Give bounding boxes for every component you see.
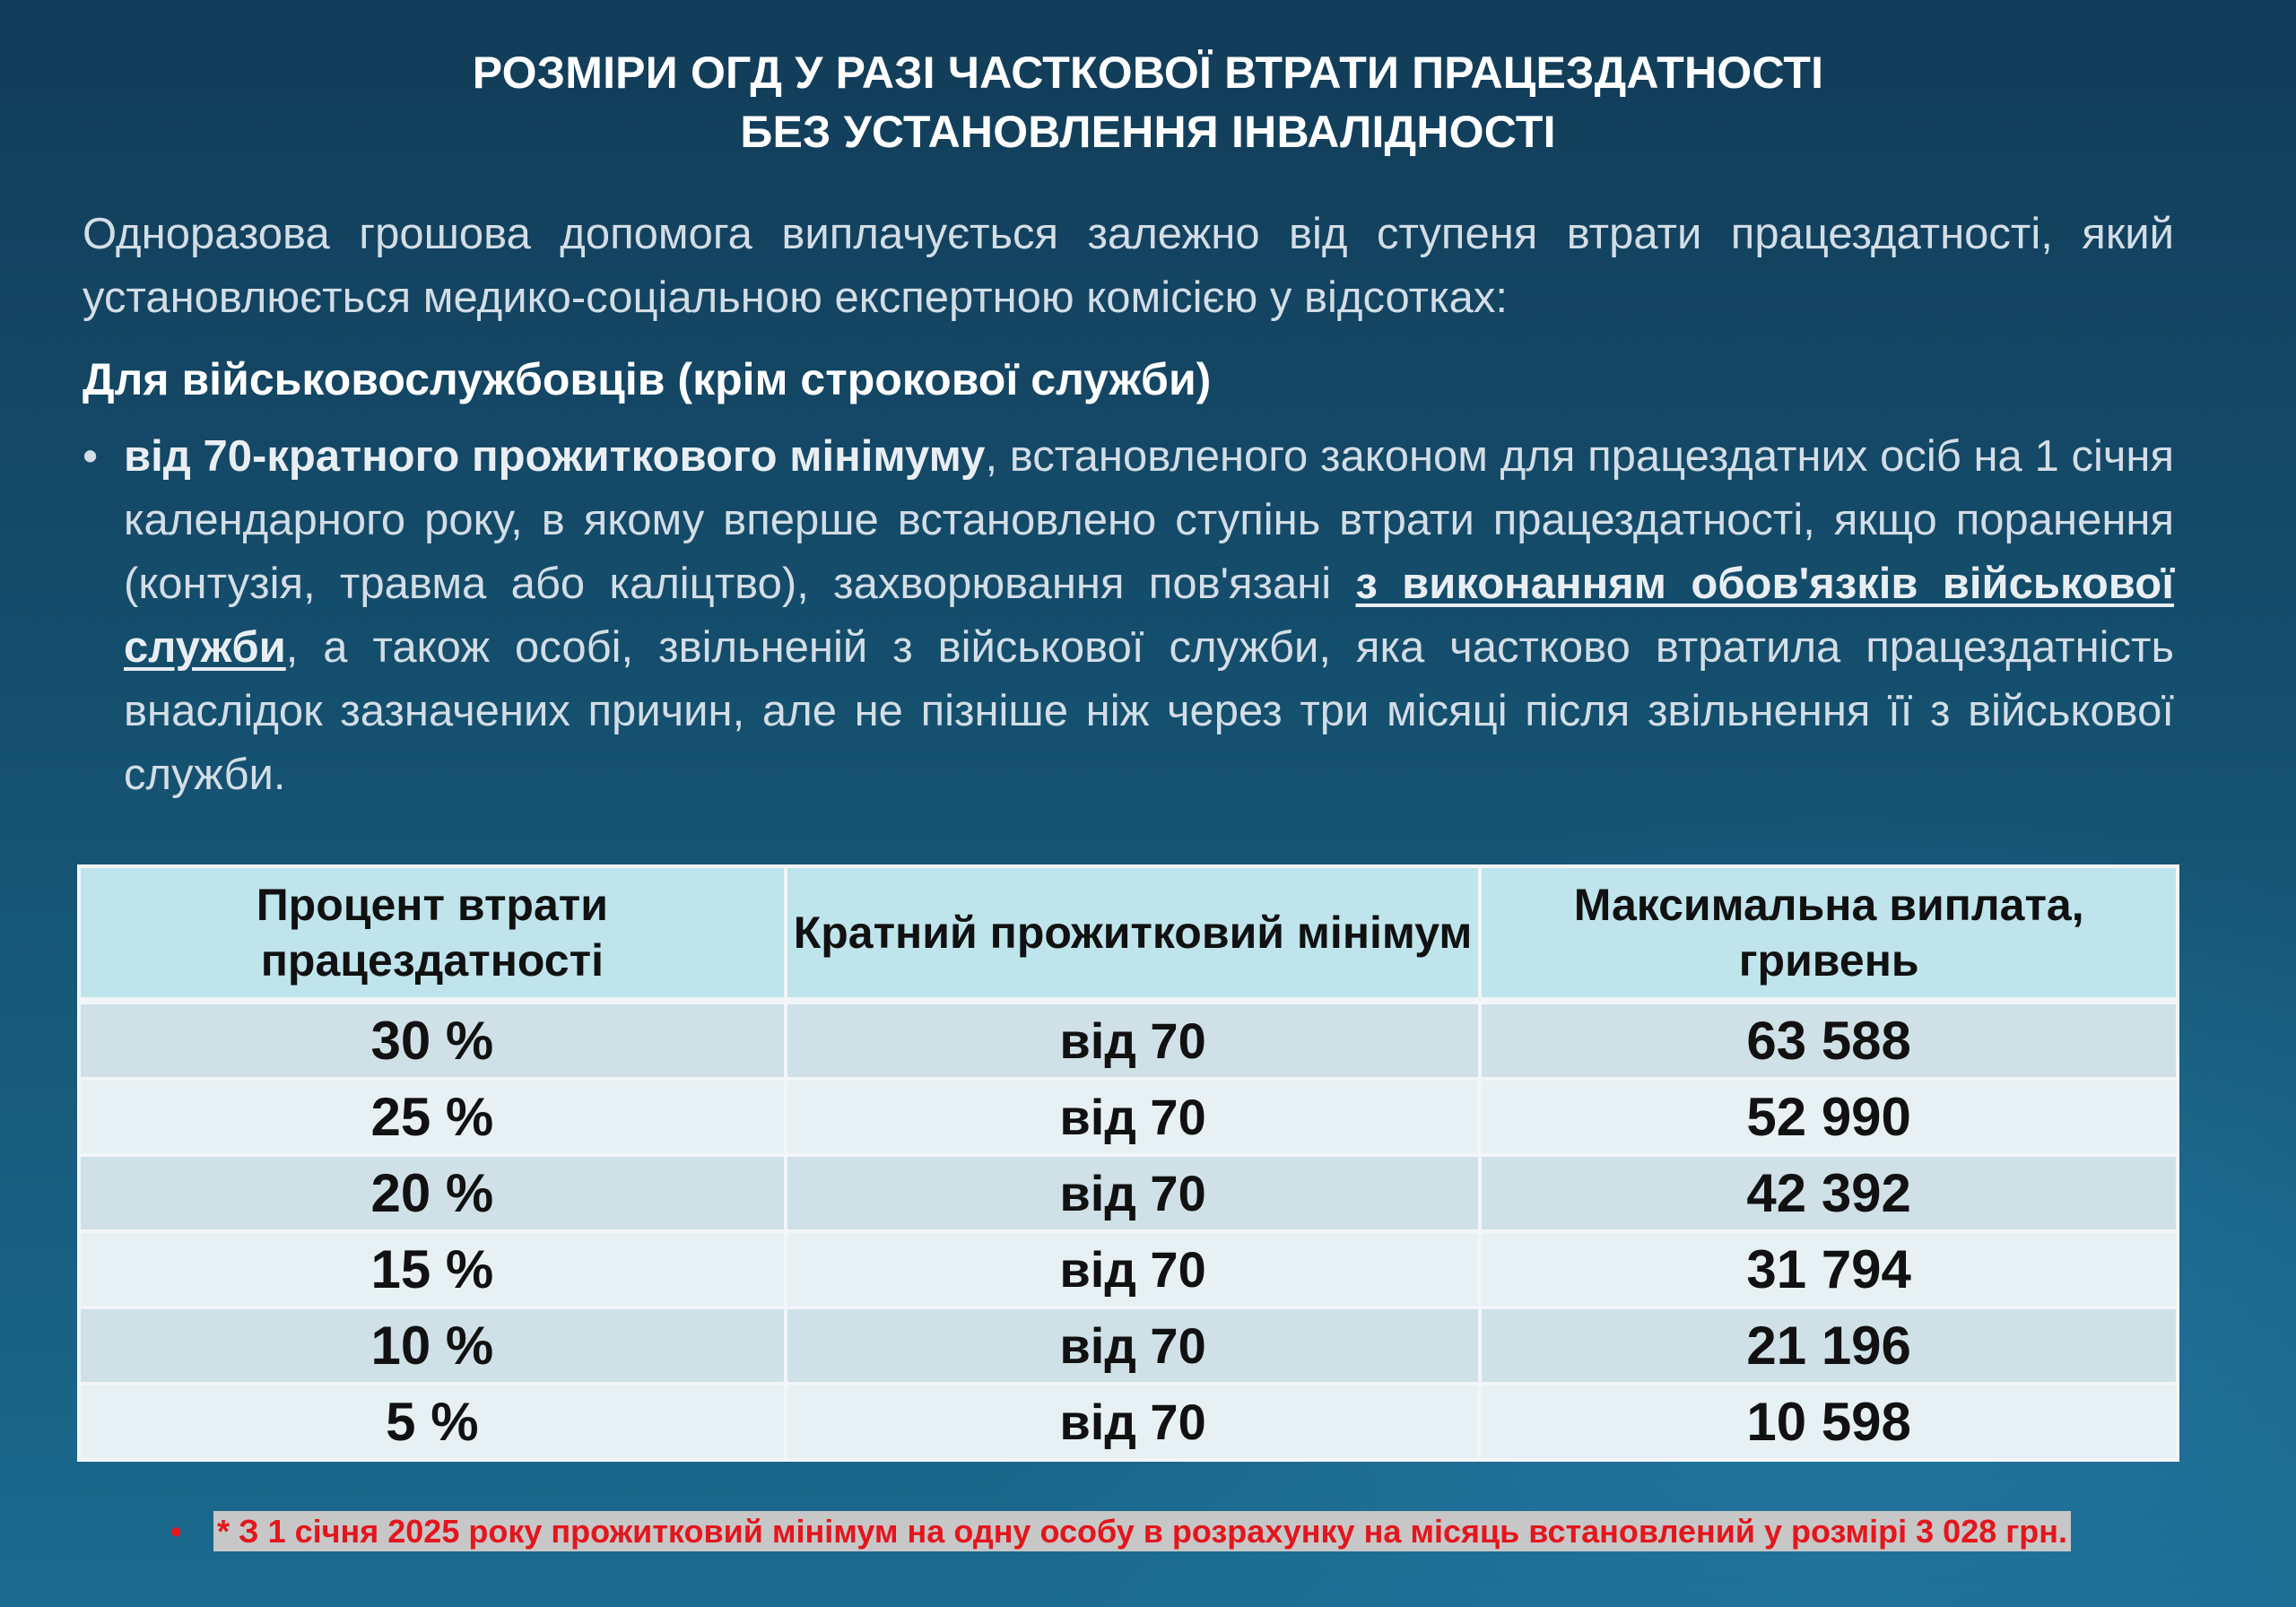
header-max-payment: Максимальна виплата, гривень	[1478, 864, 2179, 1004]
intro-paragraph: Одноразова грошова допомога виплачується…	[83, 210, 2174, 322]
cell-multiple: від 70	[783, 1077, 1483, 1157]
cell-multiple: від 70	[783, 1306, 1483, 1385]
cell-percent: 10 %	[77, 1306, 787, 1385]
table-row: 20 % від 70 42 392	[77, 1153, 2179, 1233]
bullet-text-part-2: , а також особі, звільненій з військової…	[124, 623, 2174, 799]
header-multiple: Кратний прожитковий мінімум	[783, 864, 1483, 1004]
bullet-icon: •	[83, 432, 99, 481]
cell-max-payment: 63 588	[1478, 999, 2179, 1081]
cell-percent: 25 %	[77, 1077, 787, 1157]
bullet-bold-lead: від 70-кратного прожиткового мінімуму	[124, 432, 986, 481]
bullet-text-part-1: , встановленого законом для працездатних…	[124, 432, 2174, 608]
cell-max-payment: 52 990	[1478, 1077, 2179, 1157]
cell-multiple: від 70	[783, 1382, 1483, 1462]
header-percent: Процент втрати працездатності	[77, 864, 787, 1004]
bullet-bold-underlined: з виконанням обов'язків військової служб…	[124, 560, 2174, 672]
cell-max-payment: 31 794	[1478, 1229, 2179, 1309]
cell-max-payment: 21 196	[1478, 1306, 2179, 1385]
cell-percent: 30 %	[77, 999, 787, 1081]
cell-multiple: від 70	[783, 1229, 1483, 1309]
page-title: РОЗМІРИ ОГД У РАЗІ ЧАСТКОВОЇ ВТРАТИ ПРАЦ…	[0, 43, 2296, 161]
title-line-2: БЕЗ УСТАНОВЛЕННЯ ІНВАЛІДНОСТІ	[740, 107, 1556, 157]
footnote-bullet-icon: •	[170, 1513, 182, 1550]
cell-percent: 5 %	[77, 1382, 787, 1462]
table-header-row: Процент втрати працездатності Кратний пр…	[77, 864, 2179, 1004]
cell-percent: 15 %	[77, 1229, 787, 1309]
footnote-text: * З 1 січня 2025 року прожитковий мініму…	[213, 1511, 2071, 1551]
footnote: • * З 1 січня 2025 року прожитковий мінім…	[170, 1511, 2071, 1551]
table-row: 30 % від 70 63 588	[77, 999, 2179, 1081]
cell-multiple: від 70	[783, 1153, 1483, 1233]
section-subheading: Для військовослужбовців (крім строкової …	[83, 354, 1212, 404]
cell-max-payment: 10 598	[1478, 1382, 2179, 1462]
title-line-1: РОЗМІРИ ОГД У РАЗІ ЧАСТКОВОЇ ВТРАТИ ПРАЦ…	[472, 48, 1824, 98]
table-row: 10 % від 70 21 196	[77, 1306, 2179, 1385]
cell-max-payment: 42 392	[1478, 1153, 2179, 1233]
table-row: 15 % від 70 31 794	[77, 1229, 2179, 1309]
bullet-paragraph: від 70-кратного прожиткового мінімуму, в…	[124, 425, 2174, 807]
cell-multiple: від 70	[783, 999, 1483, 1081]
table-row: 5 % від 70 10 598	[77, 1382, 2179, 1462]
payment-table: Процент втрати працездатності Кратний пр…	[77, 864, 2179, 1462]
table-row: 25 % від 70 52 990	[77, 1077, 2179, 1157]
cell-percent: 20 %	[77, 1153, 787, 1233]
